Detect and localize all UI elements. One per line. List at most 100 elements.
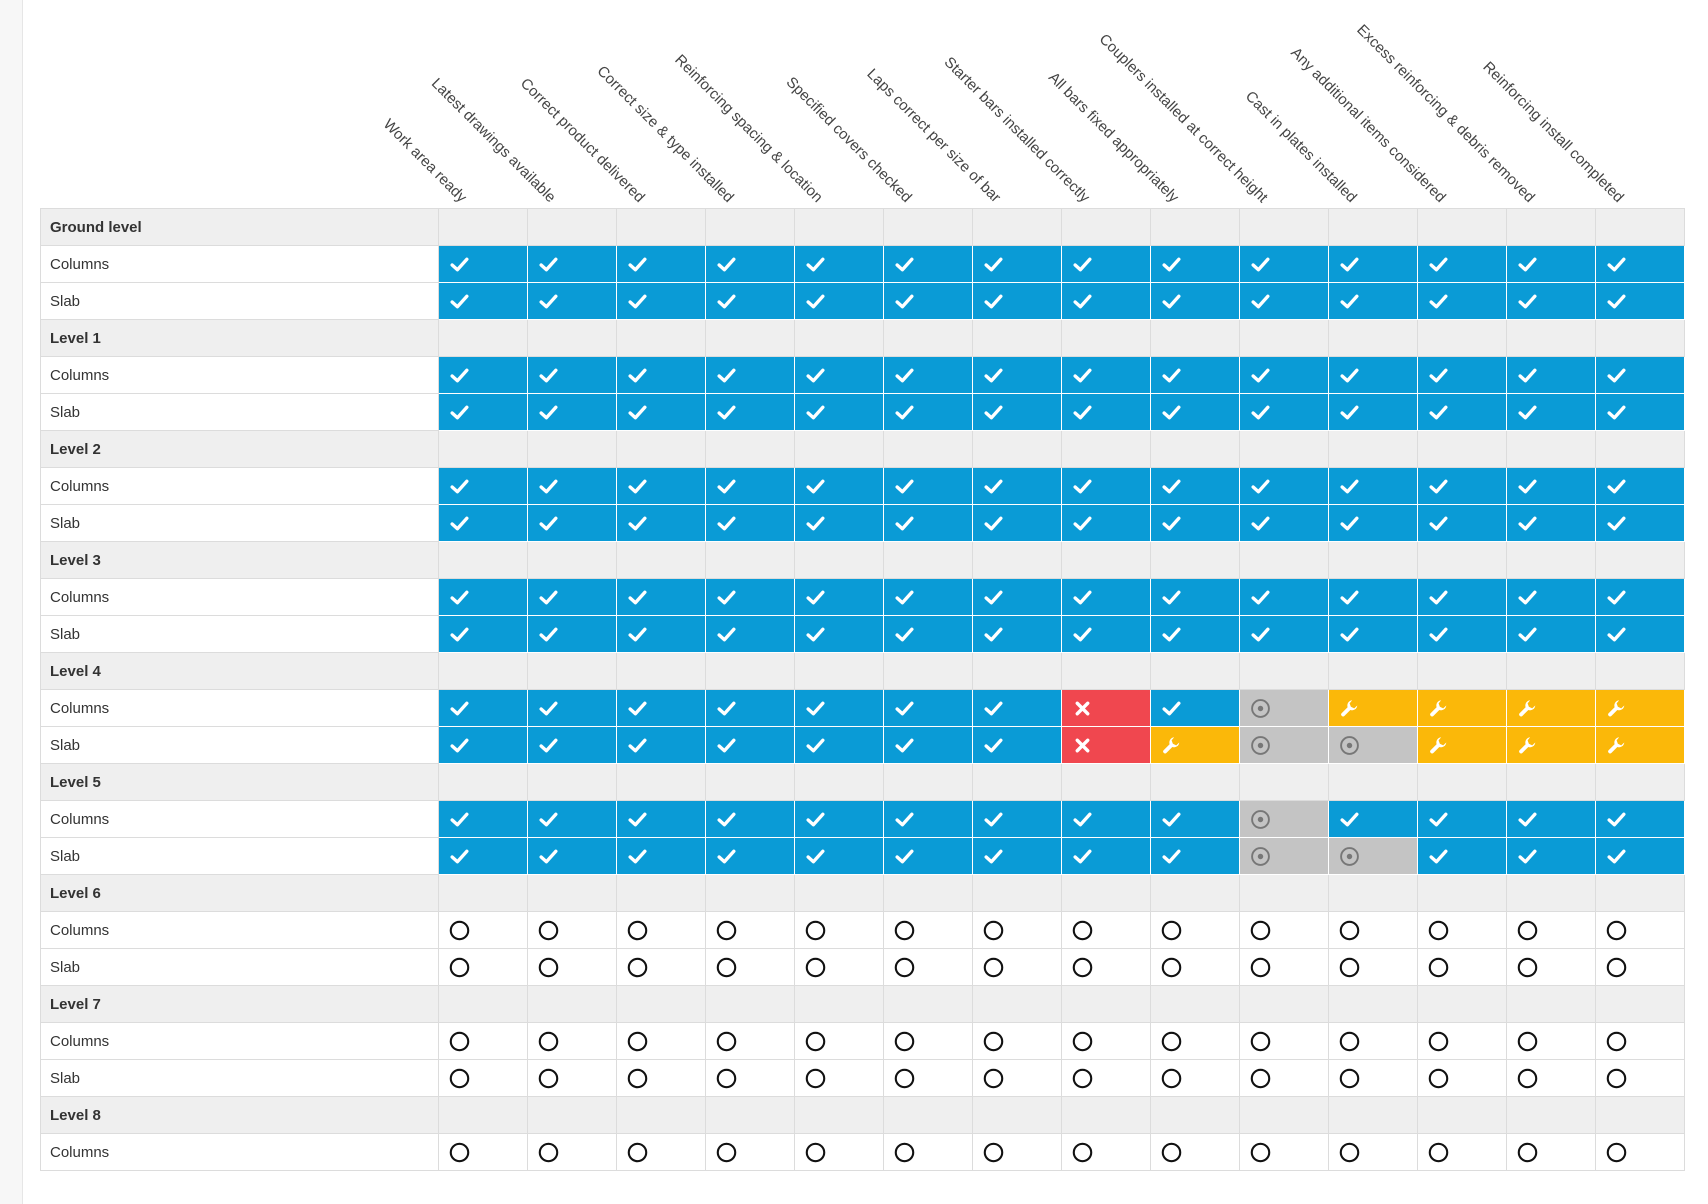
status-cell-pending[interactable] bbox=[1595, 911, 1685, 949]
status-cell-done[interactable] bbox=[1506, 837, 1596, 875]
status-cell-pending[interactable] bbox=[527, 911, 617, 949]
status-cell-pending[interactable] bbox=[794, 1022, 884, 1060]
status-cell-done[interactable] bbox=[1417, 504, 1507, 542]
status-cell-done[interactable] bbox=[883, 467, 973, 505]
status-cell-pending[interactable] bbox=[1061, 948, 1151, 986]
status-cell-done[interactable] bbox=[438, 356, 528, 394]
status-cell-pending[interactable] bbox=[616, 1133, 706, 1171]
status-cell-done[interactable] bbox=[883, 689, 973, 727]
status-cell-pending[interactable] bbox=[438, 1059, 528, 1097]
status-cell-done[interactable] bbox=[972, 726, 1062, 764]
status-cell-done[interactable] bbox=[705, 837, 795, 875]
status-cell-pending[interactable] bbox=[705, 1133, 795, 1171]
status-cell-done[interactable] bbox=[1328, 245, 1418, 283]
status-cell-pending[interactable] bbox=[1595, 1059, 1685, 1097]
status-cell-done[interactable] bbox=[1150, 282, 1240, 320]
status-cell-warn[interactable] bbox=[1506, 726, 1596, 764]
status-cell-pending[interactable] bbox=[794, 1059, 884, 1097]
status-cell-done[interactable] bbox=[705, 615, 795, 653]
status-cell-done[interactable] bbox=[1595, 356, 1685, 394]
status-cell-done[interactable] bbox=[705, 282, 795, 320]
status-cell-done[interactable] bbox=[1150, 800, 1240, 838]
status-cell-done[interactable] bbox=[883, 282, 973, 320]
status-cell-done[interactable] bbox=[1328, 356, 1418, 394]
status-cell-pending[interactable] bbox=[1506, 1022, 1596, 1060]
status-cell-done[interactable] bbox=[1061, 393, 1151, 431]
status-cell-pending[interactable] bbox=[1150, 1059, 1240, 1097]
status-cell-done[interactable] bbox=[1328, 467, 1418, 505]
status-cell-pending[interactable] bbox=[705, 911, 795, 949]
status-cell-done[interactable] bbox=[1061, 467, 1151, 505]
status-cell-done[interactable] bbox=[1417, 393, 1507, 431]
status-cell-pending[interactable] bbox=[1150, 911, 1240, 949]
status-cell-done[interactable] bbox=[1506, 504, 1596, 542]
status-cell-pending[interactable] bbox=[883, 1133, 973, 1171]
status-cell-done[interactable] bbox=[883, 578, 973, 616]
status-cell-pending[interactable] bbox=[1417, 948, 1507, 986]
status-cell-pending[interactable] bbox=[1506, 911, 1596, 949]
status-cell-done[interactable] bbox=[1061, 800, 1151, 838]
status-cell-done[interactable] bbox=[1595, 578, 1685, 616]
status-cell-done[interactable] bbox=[527, 800, 617, 838]
status-cell-done[interactable] bbox=[616, 356, 706, 394]
status-cell-done[interactable] bbox=[527, 282, 617, 320]
status-cell-done[interactable] bbox=[1595, 467, 1685, 505]
status-cell-done[interactable] bbox=[438, 467, 528, 505]
status-cell-done[interactable] bbox=[1506, 467, 1596, 505]
status-cell-pending[interactable] bbox=[1506, 1059, 1596, 1097]
status-cell-done[interactable] bbox=[1239, 578, 1329, 616]
status-cell-pending[interactable] bbox=[1328, 1022, 1418, 1060]
status-cell-done[interactable] bbox=[1506, 393, 1596, 431]
status-cell-pending[interactable] bbox=[972, 1133, 1062, 1171]
status-cell-done[interactable] bbox=[883, 356, 973, 394]
status-cell-na[interactable] bbox=[1328, 726, 1418, 764]
status-cell-done[interactable] bbox=[438, 578, 528, 616]
status-cell-pending[interactable] bbox=[1239, 1022, 1329, 1060]
status-cell-pending[interactable] bbox=[1061, 1133, 1151, 1171]
status-cell-done[interactable] bbox=[1150, 837, 1240, 875]
status-cell-pending[interactable] bbox=[972, 948, 1062, 986]
status-cell-done[interactable] bbox=[1239, 504, 1329, 542]
status-cell-done[interactable] bbox=[438, 837, 528, 875]
status-cell-done[interactable] bbox=[616, 726, 706, 764]
status-cell-pending[interactable] bbox=[1506, 1133, 1596, 1171]
status-cell-done[interactable] bbox=[1239, 245, 1329, 283]
status-cell-pending[interactable] bbox=[1239, 1133, 1329, 1171]
status-cell-done[interactable] bbox=[794, 393, 884, 431]
status-cell-done[interactable] bbox=[1061, 837, 1151, 875]
status-cell-na[interactable] bbox=[1328, 837, 1418, 875]
status-cell-done[interactable] bbox=[883, 393, 973, 431]
status-cell-done[interactable] bbox=[1150, 615, 1240, 653]
status-cell-done[interactable] bbox=[705, 356, 795, 394]
status-cell-done[interactable] bbox=[972, 393, 1062, 431]
status-cell-pending[interactable] bbox=[794, 948, 884, 986]
status-cell-pending[interactable] bbox=[1328, 948, 1418, 986]
status-cell-pending[interactable] bbox=[705, 1022, 795, 1060]
status-cell-done[interactable] bbox=[972, 467, 1062, 505]
status-cell-pending[interactable] bbox=[616, 1059, 706, 1097]
status-cell-done[interactable] bbox=[1150, 689, 1240, 727]
status-cell-done[interactable] bbox=[1506, 578, 1596, 616]
status-cell-done[interactable] bbox=[438, 282, 528, 320]
status-cell-na[interactable] bbox=[1239, 837, 1329, 875]
status-cell-pending[interactable] bbox=[1506, 948, 1596, 986]
status-cell-pending[interactable] bbox=[1150, 948, 1240, 986]
status-cell-done[interactable] bbox=[1506, 356, 1596, 394]
status-cell-done[interactable] bbox=[883, 504, 973, 542]
status-cell-done[interactable] bbox=[794, 726, 884, 764]
status-cell-done[interactable] bbox=[438, 800, 528, 838]
status-cell-done[interactable] bbox=[438, 393, 528, 431]
status-cell-pending[interactable] bbox=[883, 948, 973, 986]
status-cell-done[interactable] bbox=[1150, 393, 1240, 431]
status-cell-done[interactable] bbox=[1061, 615, 1151, 653]
status-cell-done[interactable] bbox=[1595, 504, 1685, 542]
status-cell-done[interactable] bbox=[438, 504, 528, 542]
status-cell-na[interactable] bbox=[1239, 800, 1329, 838]
status-cell-done[interactable] bbox=[527, 726, 617, 764]
status-cell-pending[interactable] bbox=[1150, 1133, 1240, 1171]
status-cell-done[interactable] bbox=[1506, 282, 1596, 320]
status-cell-done[interactable] bbox=[527, 578, 617, 616]
status-cell-pending[interactable] bbox=[527, 948, 617, 986]
status-cell-done[interactable] bbox=[1328, 615, 1418, 653]
status-cell-pending[interactable] bbox=[883, 1059, 973, 1097]
